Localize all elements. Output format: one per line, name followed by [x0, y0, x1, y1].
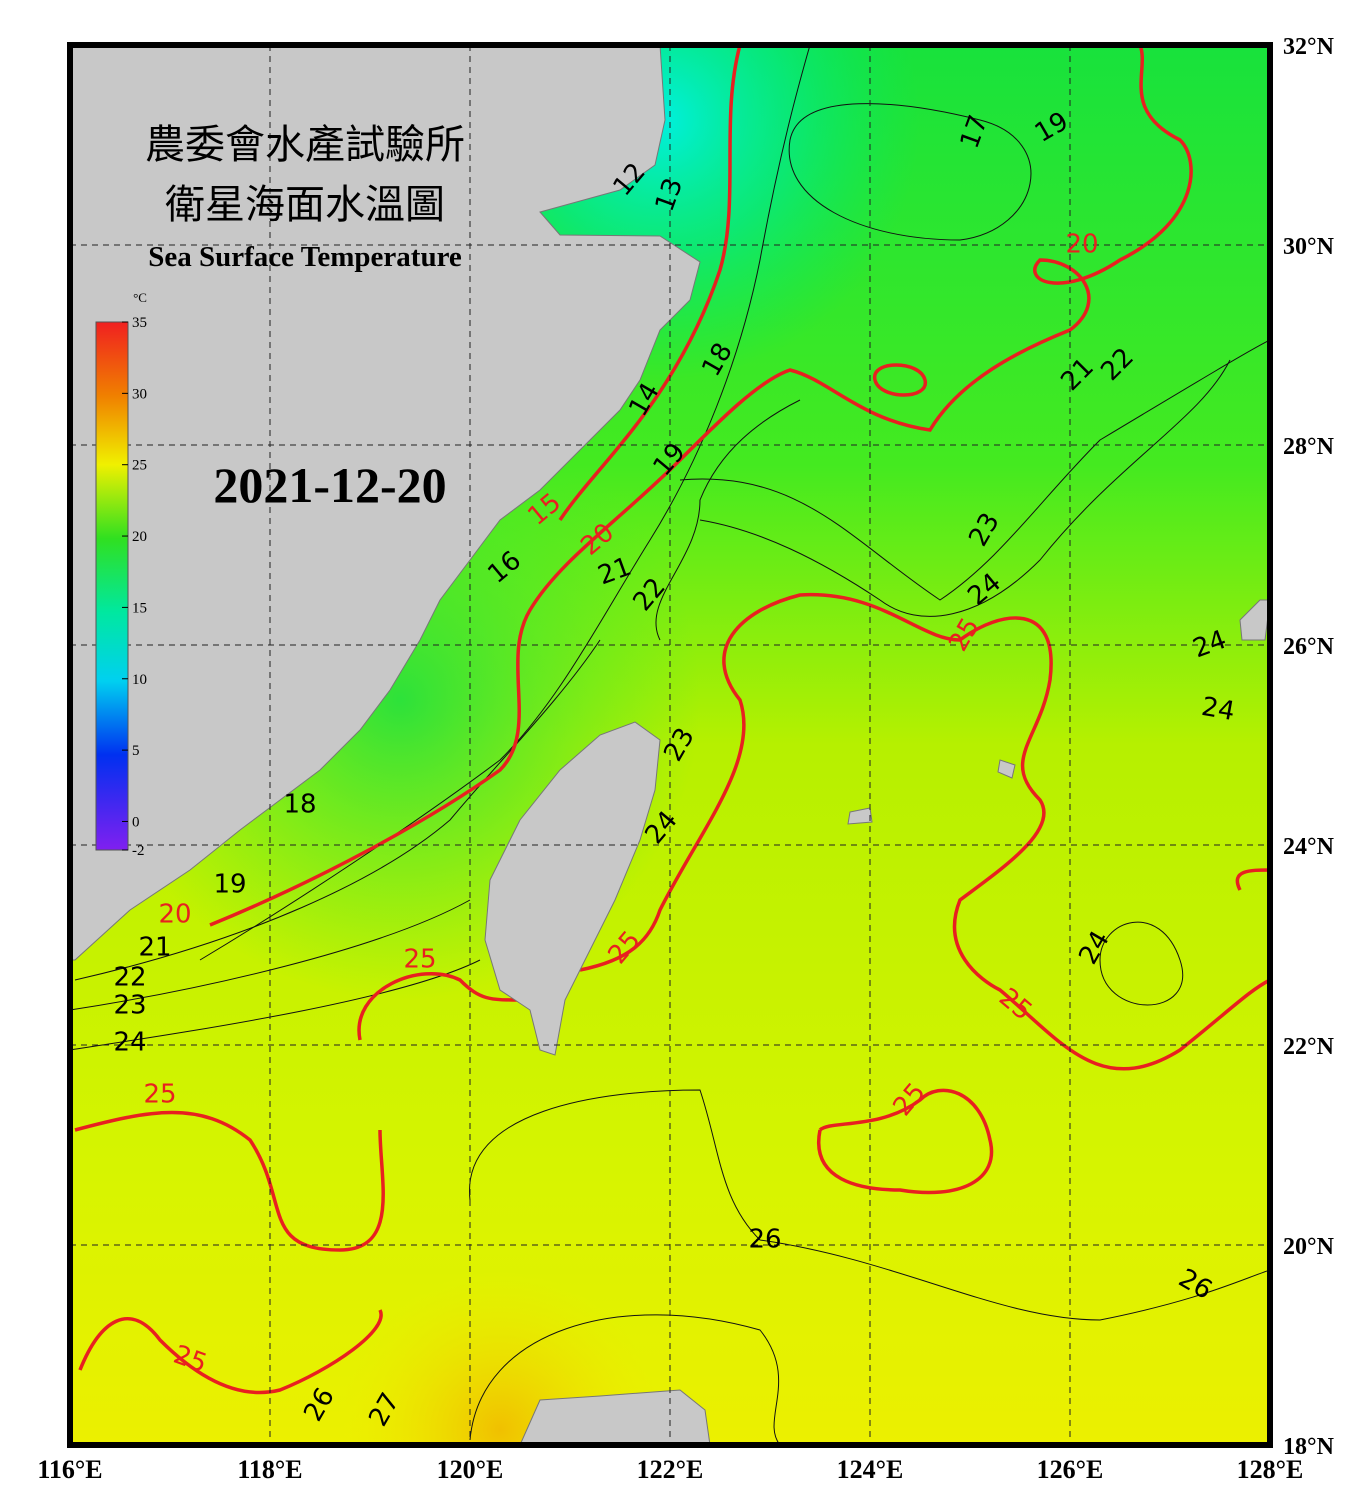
title-zh: 農委會水產試驗所 [145, 122, 465, 167]
x-tick-label: 120°E [437, 1455, 504, 1484]
taiwan [484, 721, 661, 1056]
date: 2021-12-20 [213, 457, 446, 513]
island [997, 759, 1016, 779]
colorbar-tick-label: 0 [132, 814, 140, 830]
contour-label: 24 [113, 1028, 146, 1058]
land [70, 45, 1270, 1445]
contour-label: 25 [403, 945, 436, 975]
colorbar-tick-label: 5 [132, 743, 140, 759]
contour-label: 20 [1065, 230, 1098, 260]
x-tick-label: 128°E [1237, 1455, 1304, 1484]
y-tick-label: 24°N [1283, 834, 1335, 860]
y-tick-label: 28°N [1283, 434, 1335, 460]
colorbar-tick-label: 10 [132, 672, 147, 688]
colorbar-tick-label: 25 [132, 458, 147, 474]
x-tick-label: 116°E [37, 1455, 102, 1484]
y-tick-label: 22°N [1283, 1034, 1335, 1060]
y-tick-label: 20°N [1283, 1234, 1335, 1260]
china-coast [70, 45, 701, 961]
contour-label: 22 [113, 963, 146, 993]
colorbar-unit: °C [133, 290, 147, 305]
map-frame [67, 42, 1273, 1448]
contour-label: 21 [138, 933, 171, 963]
colorbar [95, 321, 129, 851]
y-tick-label: 32°N [1283, 34, 1335, 60]
luzon [519, 1389, 711, 1445]
x-tick-label: 126°E [1037, 1455, 1104, 1484]
island [847, 807, 873, 825]
contours-red [74, 45, 1270, 1395]
x-tick-label: 124°E [837, 1455, 904, 1484]
x-tick-label: 118°E [237, 1455, 302, 1484]
colorbar-tick-label: 20 [132, 529, 147, 545]
y-tick-label: 26°N [1283, 634, 1335, 660]
contour-label: 19 [213, 870, 246, 900]
contour-label: 26 [748, 1225, 781, 1255]
grid [70, 45, 1270, 1445]
colorbar-tick-label: 35 [132, 315, 147, 331]
y-tick-label: 18°N [1283, 1434, 1335, 1460]
title-zh: 衛星海面水溫圖 [165, 182, 445, 227]
colorbar-tick-label: 15 [132, 600, 147, 616]
y-tick-label: 30°N [1283, 234, 1335, 260]
x-tick-label: 122°E [637, 1455, 704, 1484]
colorbar-tick-label: -2 [132, 843, 145, 859]
axes: 116°E 118°E 120°E 122°E 124°E 126°E 128°E 32°N 3… [37, 34, 1334, 1484]
colorbar-tick-label: 30 [132, 386, 147, 402]
contour-label: 18 [283, 790, 316, 820]
contour-label: 24 [1199, 692, 1237, 727]
contour-label: 20 [158, 900, 191, 930]
contour-label: 23 [113, 991, 146, 1021]
title-en: Sea Surface Temperature [148, 241, 462, 273]
contour-label: 25 [143, 1080, 176, 1110]
